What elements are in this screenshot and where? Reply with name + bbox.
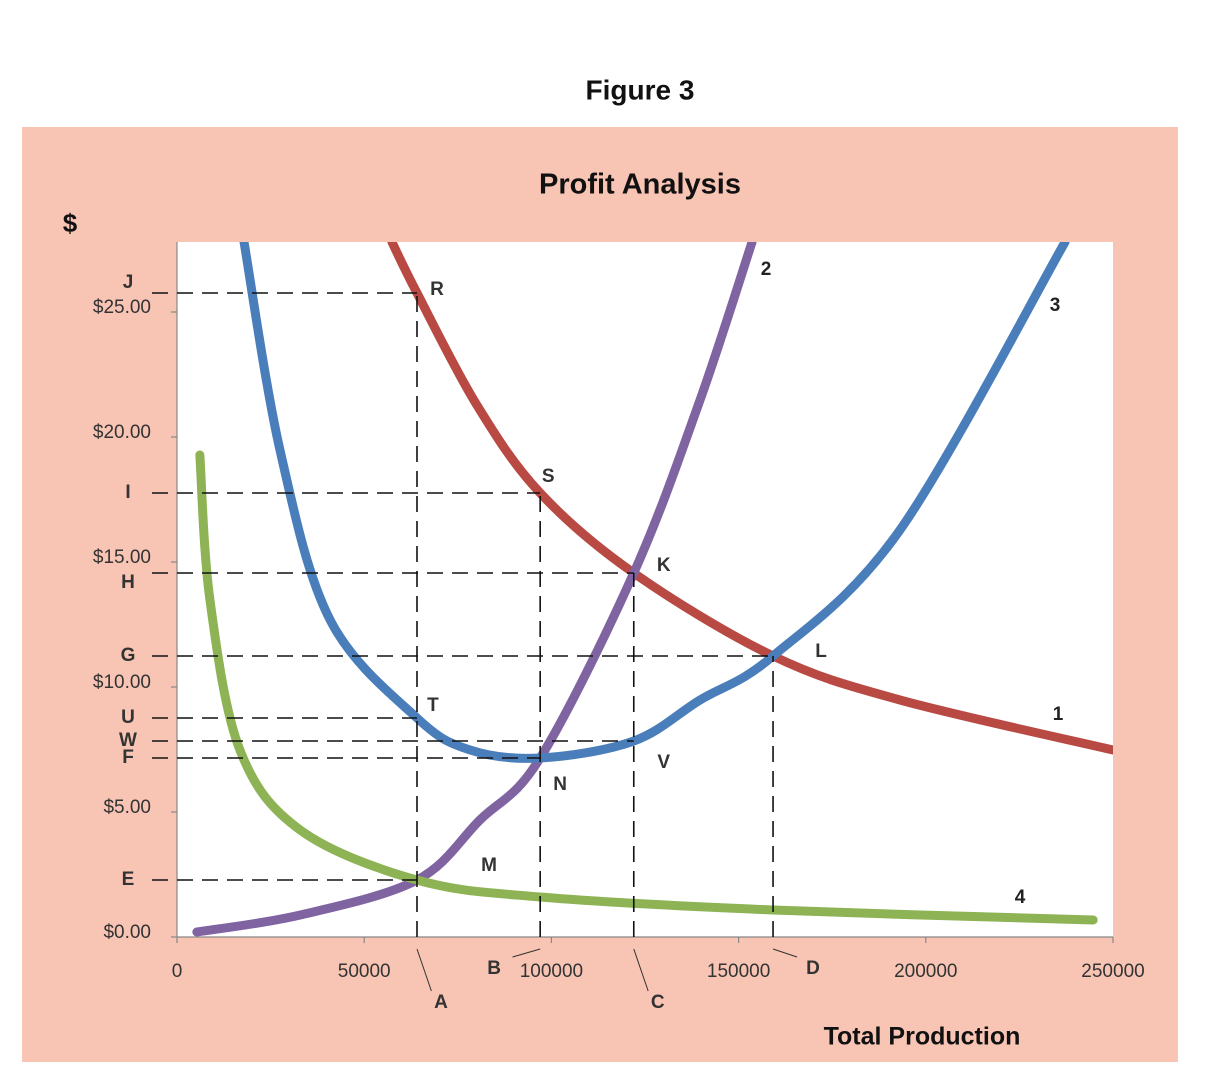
y-marker-label: U (121, 707, 135, 728)
point-label: K (657, 555, 671, 576)
point-label: S (542, 466, 555, 487)
y-tick-label: $15.00 (93, 547, 151, 568)
x-marker-label: A (434, 992, 448, 1013)
y-tick-label: $20.00 (93, 422, 151, 443)
y-marker-label: G (121, 645, 136, 666)
curve (192, 242, 757, 937)
curve (195, 450, 1098, 925)
point-label: L (815, 641, 827, 662)
x-tick-label: 0 (172, 961, 183, 982)
x-tick-label: 150000 (707, 961, 770, 982)
curve (239, 242, 1070, 763)
curve-label: 1 (1053, 704, 1064, 725)
y-tick-label: $10.00 (93, 672, 151, 693)
y-marker-label: I (125, 482, 130, 503)
chart-title: Profit Analysis (539, 169, 741, 201)
marker-leader (633, 948, 649, 992)
point-label: T (427, 695, 439, 716)
curve-label: 3 (1050, 295, 1061, 316)
curve-label: 2 (761, 259, 772, 280)
y-axis-title: $ (63, 208, 78, 238)
y-tick-label: $0.00 (103, 922, 151, 943)
x-marker-label: D (806, 958, 820, 979)
x-marker-label: B (487, 958, 501, 979)
x-marker-label: C (651, 992, 665, 1013)
y-marker-label: H (121, 572, 135, 593)
point-label: N (553, 774, 567, 795)
x-axis-title: Total Production (824, 1023, 1021, 1051)
y-tick-label: $5.00 (103, 797, 151, 818)
x-tick-label: 50000 (338, 961, 391, 982)
marker-leader (772, 948, 798, 958)
y-marker-label: E (122, 869, 135, 890)
y-marker-label: W (119, 730, 137, 751)
figure-label: Figure 3 (586, 74, 695, 105)
curves (192, 242, 1113, 937)
x-tick-label: 200000 (894, 961, 957, 982)
curve-label: 4 (1015, 887, 1026, 908)
marker-leader (416, 948, 432, 992)
point-label: R (430, 279, 444, 300)
point-label: V (657, 752, 670, 773)
y-marker-label: F (122, 747, 134, 768)
point-label: M (481, 855, 497, 876)
x-tick-label: 100000 (520, 961, 583, 982)
y-tick-label: $25.00 (93, 297, 151, 318)
plot-area (177, 242, 1113, 937)
marker-leader (512, 948, 541, 958)
curve (387, 242, 1113, 755)
y-marker-label: J (123, 272, 134, 293)
x-tick-label: 250000 (1081, 961, 1144, 982)
